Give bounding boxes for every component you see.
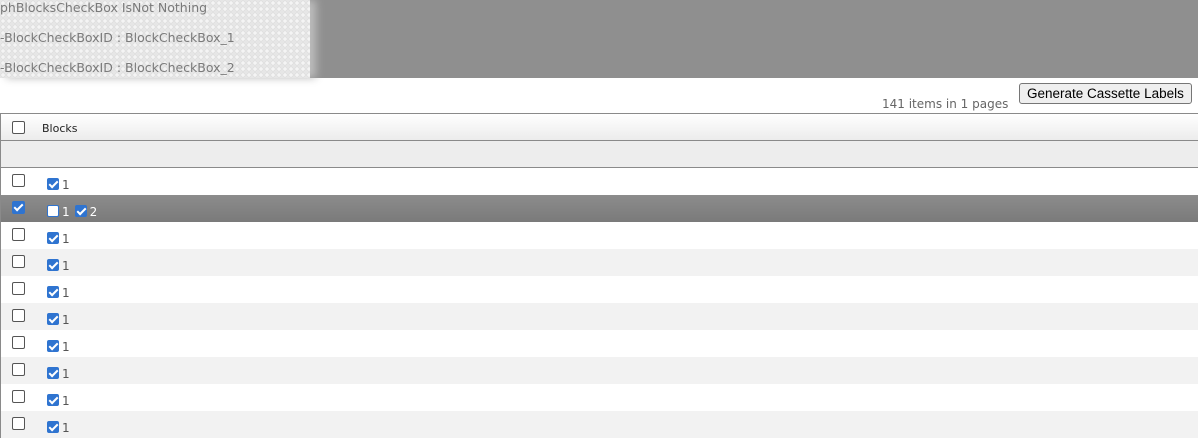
filter-row <box>1 141 1198 168</box>
row-select-checkbox[interactable] <box>12 309 25 322</box>
block-option[interactable]: 1 <box>47 202 70 219</box>
generate-cassette-labels-button[interactable]: Generate Cassette Labels <box>1019 83 1192 104</box>
block-checkbox[interactable] <box>47 258 59 271</box>
row-select-checkbox[interactable] <box>12 390 25 403</box>
block-option[interactable]: 1 <box>47 418 70 435</box>
block-label: 1 <box>62 259 70 273</box>
block-checkbox[interactable] <box>74 204 87 217</box>
block-option[interactable]: 1 <box>47 364 70 381</box>
block-label: 1 <box>62 394 70 408</box>
debug-line: phBlocksCheckBox IsNot Nothing <box>0 0 208 15</box>
debug-line: -BlockCheckBoxID : BlockCheckBox_1 <box>0 30 235 45</box>
row-select-checkbox[interactable] <box>12 336 25 349</box>
block-checkbox[interactable] <box>47 312 59 325</box>
table-row[interactable]: 1 <box>1 249 1198 276</box>
row-select-checkbox[interactable] <box>12 363 25 376</box>
table-row[interactable]: 1 <box>1 384 1198 411</box>
select-all-checkbox[interactable] <box>12 121 25 134</box>
block-checkbox[interactable] <box>47 366 59 379</box>
block-label: 1 <box>62 205 70 219</box>
block-label: 1 <box>62 178 70 192</box>
debug-line: -BlockCheckBoxID : BlockCheckBox_2 <box>0 60 235 75</box>
block-checkbox[interactable] <box>47 231 59 244</box>
block-option[interactable]: 1 <box>47 310 70 327</box>
blocks-cell: 1 <box>47 310 75 327</box>
debug-panel: phBlocksCheckBox IsNot Nothing -BlockChe… <box>0 0 310 78</box>
block-option[interactable]: 1 <box>47 256 70 273</box>
block-option[interactable]: 1 <box>47 337 70 354</box>
blocks-cell: 1 <box>47 283 75 300</box>
row-select-checkbox[interactable] <box>12 255 25 268</box>
block-label: 1 <box>62 421 70 435</box>
blocks-cell: 1 <box>47 391 75 408</box>
column-header-blocks[interactable]: Blocks <box>42 122 78 135</box>
debug-banner: phBlocksCheckBox IsNot Nothing -BlockChe… <box>0 0 1198 78</box>
table-row[interactable]: 1 <box>1 411 1198 438</box>
block-checkbox[interactable] <box>47 177 59 190</box>
block-label: 2 <box>89 205 98 219</box>
block-option[interactable]: 2 <box>74 202 98 219</box>
block-checkbox[interactable] <box>47 393 59 406</box>
block-option[interactable]: 1 <box>47 283 70 300</box>
blocks-cell: 1 <box>47 418 75 435</box>
blocks-cell: 1 <box>47 337 75 354</box>
blocks-cell: 1 <box>47 364 75 381</box>
block-label: 1 <box>62 367 70 381</box>
row-select-checkbox[interactable] <box>12 282 25 295</box>
blocks-cell: 1 <box>47 256 75 273</box>
table-row[interactable]: 1 <box>1 330 1198 357</box>
row-select-checkbox[interactable] <box>12 174 25 187</box>
table-row[interactable]: 1 <box>1 222 1198 249</box>
table-row[interactable]: 1 <box>1 276 1198 303</box>
block-label: 1 <box>62 286 70 300</box>
block-checkbox[interactable] <box>47 285 59 298</box>
table-row[interactable]: 1 <box>1 303 1198 330</box>
pager-summary: 141 items in 1 pages <box>882 97 1009 111</box>
block-checkbox[interactable] <box>47 420 59 433</box>
block-option[interactable]: 1 <box>47 175 70 192</box>
row-select-checkbox[interactable] <box>12 201 25 214</box>
blocks-cell: 1 <box>47 175 75 192</box>
grid-header: Blocks <box>1 114 1198 141</box>
block-option[interactable]: 1 <box>47 391 70 408</box>
block-label: 1 <box>62 232 70 246</box>
block-label: 1 <box>62 313 70 327</box>
row-select-checkbox[interactable] <box>12 417 25 430</box>
block-option[interactable]: 1 <box>47 229 70 246</box>
block-label: 1 <box>62 340 70 354</box>
block-checkbox[interactable] <box>47 339 59 352</box>
block-checkbox[interactable] <box>47 204 59 217</box>
table-row[interactable]: 1 <box>1 168 1198 195</box>
table-row[interactable]: 1 <box>1 357 1198 384</box>
blocks-cell: 1 <box>47 229 75 246</box>
row-select-checkbox[interactable] <box>12 228 25 241</box>
